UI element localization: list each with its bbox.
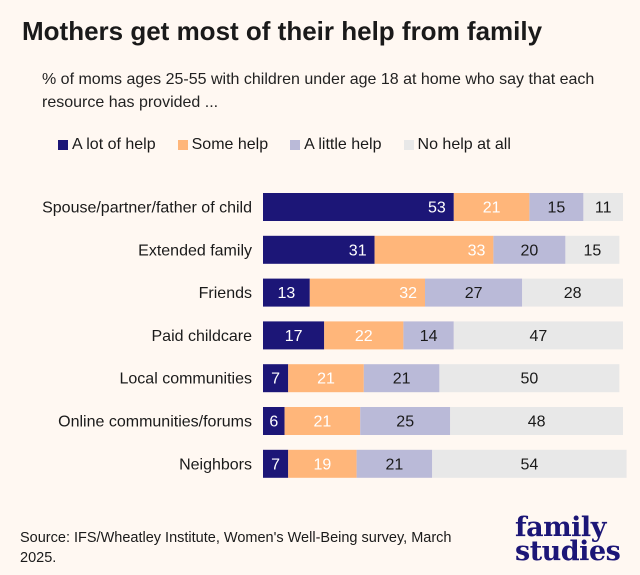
data-label: 13 <box>278 285 296 302</box>
data-label: 22 <box>355 328 373 345</box>
data-label: 21 <box>386 456 404 473</box>
bar-segment <box>263 321 325 350</box>
bar-segment <box>360 407 451 435</box>
bar-segment <box>356 449 433 478</box>
category-label: Local communities <box>120 371 253 388</box>
bar-segment <box>263 278 310 307</box>
data-label: 7 <box>271 456 280 473</box>
bar-segment <box>439 364 620 393</box>
bar-segment <box>529 193 584 221</box>
data-label: 21 <box>314 414 332 431</box>
data-label: 31 <box>349 242 367 259</box>
chart-subtitle: % of moms ages 25-55 with children under… <box>42 71 595 111</box>
category-label: Extended family <box>138 242 252 259</box>
bar-segment <box>288 364 364 393</box>
bar-segment <box>309 278 425 307</box>
legend-item: A lot of help <box>58 136 156 154</box>
bar-segment <box>453 193 530 221</box>
category-label: Friends <box>199 285 252 302</box>
data-label: 15 <box>584 242 602 259</box>
data-label: 54 <box>521 456 539 473</box>
bar-segment <box>288 449 357 478</box>
bar-segment <box>263 235 375 264</box>
source-note: Source: IFS/Wheatley Institute, Women's … <box>20 530 452 566</box>
bar-segment <box>263 364 289 393</box>
bar-segment <box>565 235 620 264</box>
bar-segment <box>493 235 566 264</box>
legend-swatch <box>58 140 68 150</box>
data-label: 32 <box>399 285 417 302</box>
logo-line-2: studies <box>515 536 621 567</box>
data-label: 33 <box>468 242 486 259</box>
data-label: 15 <box>548 200 566 217</box>
data-label: 14 <box>420 328 438 345</box>
bar-segment <box>522 278 623 307</box>
family-studies-logo: family studies <box>515 512 621 567</box>
legend-item: No help at all <box>403 136 511 154</box>
bar-segment <box>403 321 454 350</box>
data-label: 27 <box>465 285 483 302</box>
category-label: Neighbors <box>179 456 252 473</box>
bar-segment <box>425 278 523 307</box>
data-label: 25 <box>396 414 414 431</box>
bar-segment <box>453 321 623 350</box>
data-label: 7 <box>271 371 280 388</box>
bar-segment <box>263 449 289 478</box>
data-label: 11 <box>595 200 612 217</box>
legend-swatch <box>290 140 301 150</box>
data-label: 28 <box>564 285 582 302</box>
bar-segment <box>263 193 454 221</box>
legend-item: Some help <box>177 136 269 154</box>
data-label: 6 <box>269 414 278 431</box>
chart-title: Mothers get most of their help from fami… <box>22 16 543 46</box>
bar-segment <box>324 321 404 350</box>
legend-swatch <box>403 140 414 150</box>
legend: A lot of help Some help A little help No he… <box>58 136 511 154</box>
data-label: 21 <box>483 200 501 217</box>
bar-segment <box>284 407 361 435</box>
data-label: 48 <box>528 414 546 431</box>
category-label: Paid childcare <box>152 328 253 345</box>
data-label: 19 <box>314 456 332 473</box>
legend-swatch <box>177 140 188 150</box>
bar-segment <box>583 193 623 221</box>
data-label: 21 <box>317 371 335 388</box>
category-label: Spouse/partner/father of child <box>42 200 252 217</box>
bar-segment <box>432 449 627 478</box>
legend-label: A little help <box>304 136 382 153</box>
data-label: 17 <box>285 328 303 345</box>
legend-label: A lot of help <box>72 136 156 153</box>
data-label: 47 <box>530 328 548 345</box>
data-label: 50 <box>521 371 539 388</box>
legend-label: No help at all <box>417 136 511 153</box>
legend-item: A little help <box>290 136 382 154</box>
bar-segment <box>363 364 440 393</box>
bar-segment <box>374 235 494 264</box>
data-label: 53 <box>428 200 446 217</box>
data-label: 21 <box>393 371 411 388</box>
logo-line-1: family <box>515 512 606 543</box>
bar-segment <box>450 407 623 435</box>
bar-segment <box>263 407 285 435</box>
category-label: Online communities/forums <box>58 414 252 431</box>
legend-label: Some help <box>191 136 269 153</box>
data-label: 20 <box>521 242 539 259</box>
